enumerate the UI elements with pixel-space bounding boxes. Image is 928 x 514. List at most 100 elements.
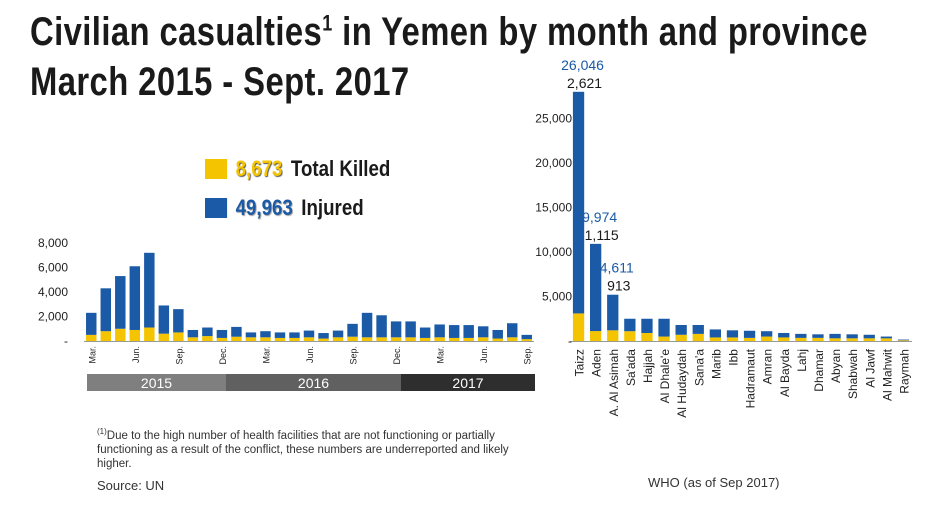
province-killed-data-label: 913 xyxy=(607,278,631,294)
monthly-injured-bar xyxy=(202,327,213,337)
monthly-killed-bar xyxy=(274,337,286,341)
legend-injured: 49,963 Injured xyxy=(205,195,364,220)
source-note: Source: UN xyxy=(97,478,165,493)
legend-killed-value: 8,673 xyxy=(235,156,283,181)
footnote: (1)Due to the high number of health faci… xyxy=(97,427,509,470)
province-injured-bar xyxy=(624,318,636,332)
monthly-injured-bar xyxy=(100,288,111,332)
province-killed-data-label: 1,115 xyxy=(585,227,619,243)
monthly-injured-bar xyxy=(507,323,518,338)
monthly-injured-bar xyxy=(158,305,170,334)
monthly-x-tick-label: Sep. xyxy=(349,346,359,365)
province-killed-bar xyxy=(829,338,841,341)
province-killed-bar xyxy=(897,340,910,341)
province-injured-data-label: 26,046 xyxy=(561,57,604,73)
monthly-killed-bar xyxy=(231,336,242,341)
chart-title: Civilian casualties1 in Yemen by month a… xyxy=(30,10,868,54)
legend-killed-swatch xyxy=(205,159,228,179)
monthly-killed-bar xyxy=(100,331,111,341)
province-x-tick-label: Aden xyxy=(590,349,604,377)
monthly-x-tick-label: Sep. xyxy=(523,346,533,365)
province-injured-bar xyxy=(572,91,585,314)
monthly-injured-bar xyxy=(260,331,271,338)
province-injured-bar xyxy=(795,333,807,338)
province-injured-data-label: 9,974 xyxy=(582,209,617,225)
province-killed-bar xyxy=(572,313,585,341)
province-injured-bar xyxy=(829,333,841,339)
province-injured-bar xyxy=(590,243,602,332)
monthly-killed-bar xyxy=(521,339,532,341)
province-killed-bar xyxy=(590,331,602,341)
province-injured-bar xyxy=(846,334,858,339)
monthly-killed-bar xyxy=(158,333,170,341)
monthly-killed-bar xyxy=(347,336,358,341)
province-injured-bar xyxy=(709,329,721,338)
monthly-killed-bar xyxy=(260,337,271,341)
monthly-injured-bar xyxy=(289,332,300,338)
monthly-killed-bar xyxy=(463,337,474,341)
province-x-tick-label: Al Hudaydah xyxy=(675,349,689,418)
monthly-killed-bar xyxy=(303,337,315,341)
province-killed-bar xyxy=(863,338,875,341)
province-injured-bar xyxy=(812,334,824,338)
monthly-killed-bar xyxy=(173,332,184,341)
monthly-injured-bar xyxy=(434,324,445,338)
monthly-x-tick-label: Sep. xyxy=(174,346,184,365)
monthly-killed-bar xyxy=(216,337,228,341)
province-y-tick-label: 5,000 xyxy=(542,290,572,304)
monthly-x-tick-label: Jun. xyxy=(131,346,141,363)
province-injured-bar xyxy=(863,334,875,339)
who-source-note: WHO (as of Sep 2017) xyxy=(648,475,780,490)
province-killed-bar xyxy=(658,336,670,341)
province-x-tick-label: Shabwah xyxy=(846,349,860,399)
monthly-killed-bar xyxy=(361,337,373,341)
province-injured-bar xyxy=(743,330,756,338)
monthly-killed-bar xyxy=(202,336,213,341)
province-killed-bar xyxy=(692,333,704,341)
monthly-killed-bar xyxy=(376,337,387,341)
province-killed-bar xyxy=(778,337,790,341)
province-x-tick-label: Taizz xyxy=(573,349,587,376)
monthly-injured-bar xyxy=(477,326,489,338)
monthly-y-tick-label: - xyxy=(64,334,68,348)
monthly-x-tick-label: Mar. xyxy=(87,346,97,364)
monthly-injured-bar xyxy=(187,329,199,338)
monthly-x-tick-label: Jun. xyxy=(305,346,315,363)
legend-killed-label: Total Killed xyxy=(290,156,391,181)
monthly-injured-bar xyxy=(115,276,126,329)
province-killed-bar xyxy=(709,337,721,341)
province-y-tick-label: 25,000 xyxy=(535,112,572,126)
monthly-killed-bar xyxy=(419,337,431,341)
monthly-injured-bar xyxy=(463,325,474,338)
province-killed-bar xyxy=(795,337,807,341)
province-killed-bar xyxy=(812,337,824,341)
monthly-killed-bar xyxy=(492,338,503,341)
chart-subtitle: March 2015 - Sept. 2017 xyxy=(30,60,410,104)
province-x-tick-label: Hajjah xyxy=(641,349,655,383)
province-x-tick-label: Lahj xyxy=(795,349,809,372)
monthly-y-tick-label: 2,000 xyxy=(38,310,68,324)
province-killed-bar xyxy=(761,336,773,341)
monthly-killed-bar xyxy=(245,337,257,341)
province-killed-bar xyxy=(607,330,619,341)
province-injured-bar xyxy=(658,318,670,337)
monthly-injured-bar xyxy=(419,327,431,338)
province-killed-bar xyxy=(624,331,636,341)
province-injured-bar xyxy=(641,318,653,333)
province-injured-bar xyxy=(726,330,739,338)
province-injured-bar xyxy=(761,331,773,337)
province-x-tick-label: Al Dhale'e xyxy=(658,349,672,404)
monthly-injured-bar xyxy=(332,330,344,338)
province-y-tick-label: 10,000 xyxy=(535,245,572,259)
province-x-tick-label: Al Bayda xyxy=(778,349,792,397)
monthly-y-tick-label: 8,000 xyxy=(38,236,68,250)
legend-killed: 8,673 Total Killed xyxy=(205,156,391,181)
province-x-tick-label: Sa'ada xyxy=(624,349,638,386)
province-x-tick-label: Hadramaut xyxy=(744,348,758,408)
monthly-injured-bar xyxy=(492,329,503,339)
monthly-killed-bar xyxy=(332,337,344,341)
province-injured-bar xyxy=(692,324,704,334)
province-injured-bar xyxy=(778,332,790,338)
monthly-injured-bar xyxy=(303,330,315,338)
legend-injured-value: 49,963 xyxy=(235,195,293,220)
